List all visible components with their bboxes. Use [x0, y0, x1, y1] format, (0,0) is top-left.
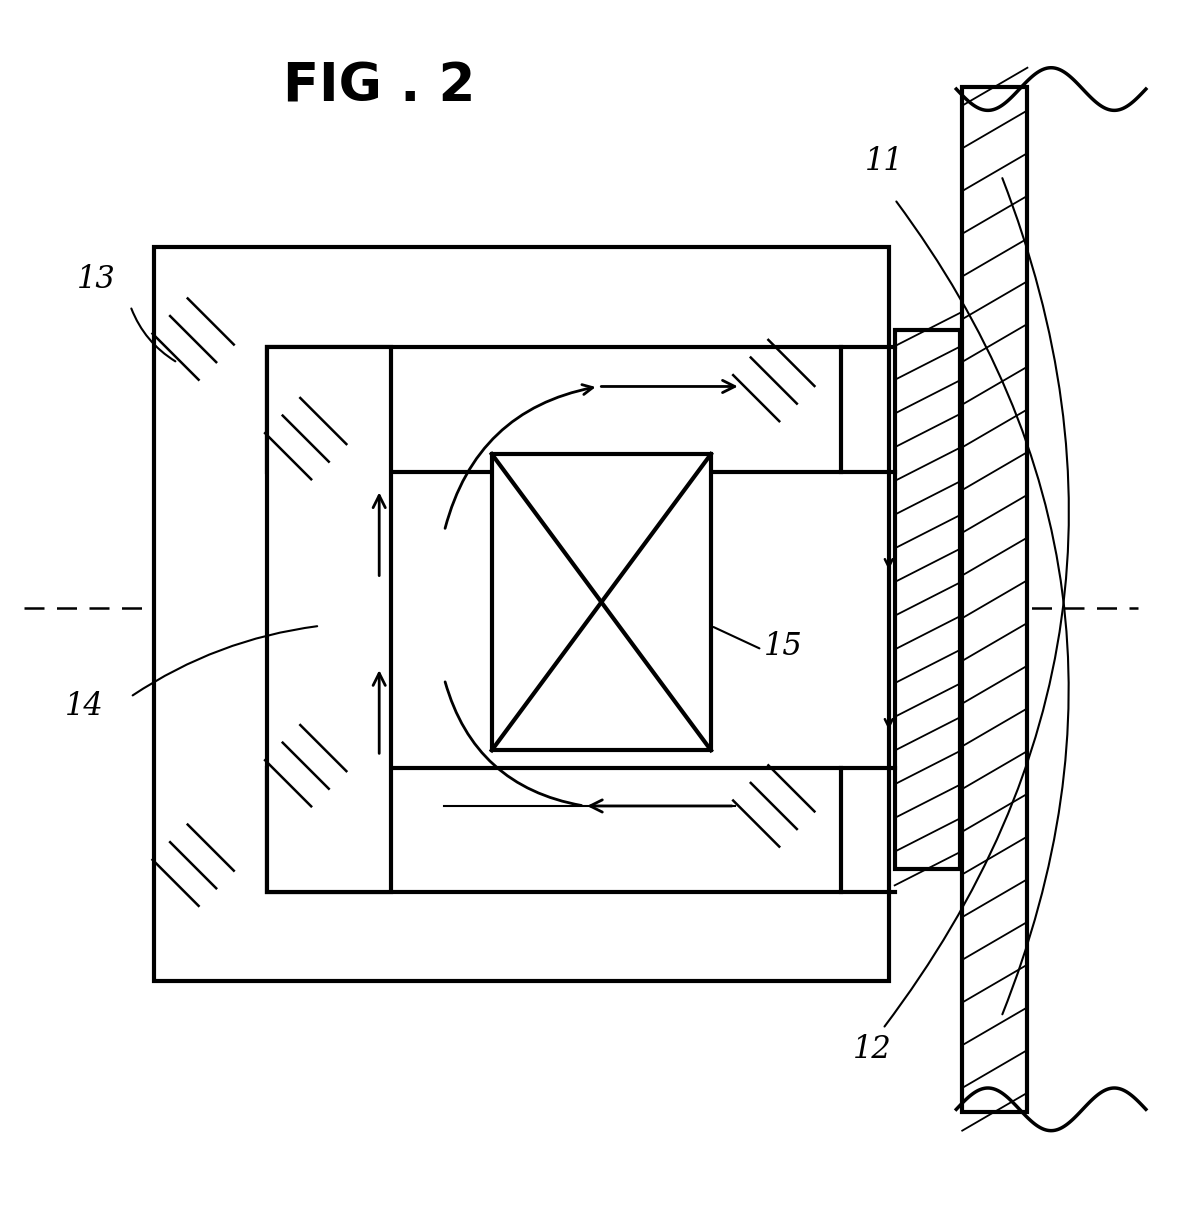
Bar — [962, 87, 1027, 1111]
Bar — [895, 329, 960, 868]
Bar — [895, 329, 960, 868]
Bar — [962, 87, 1027, 1111]
Text: 11: 11 — [865, 146, 904, 177]
Bar — [267, 348, 841, 472]
Text: 14: 14 — [65, 690, 104, 722]
FancyArrowPatch shape — [446, 682, 582, 806]
Text: 15: 15 — [764, 631, 803, 662]
Text: 13: 13 — [77, 264, 116, 295]
Bar — [267, 768, 841, 893]
FancyArrowPatch shape — [446, 384, 592, 528]
Bar — [154, 247, 889, 981]
Bar — [492, 454, 711, 750]
Bar — [267, 348, 391, 893]
Text: FIG . 2: FIG . 2 — [283, 60, 475, 113]
Text: 12: 12 — [853, 1034, 892, 1066]
